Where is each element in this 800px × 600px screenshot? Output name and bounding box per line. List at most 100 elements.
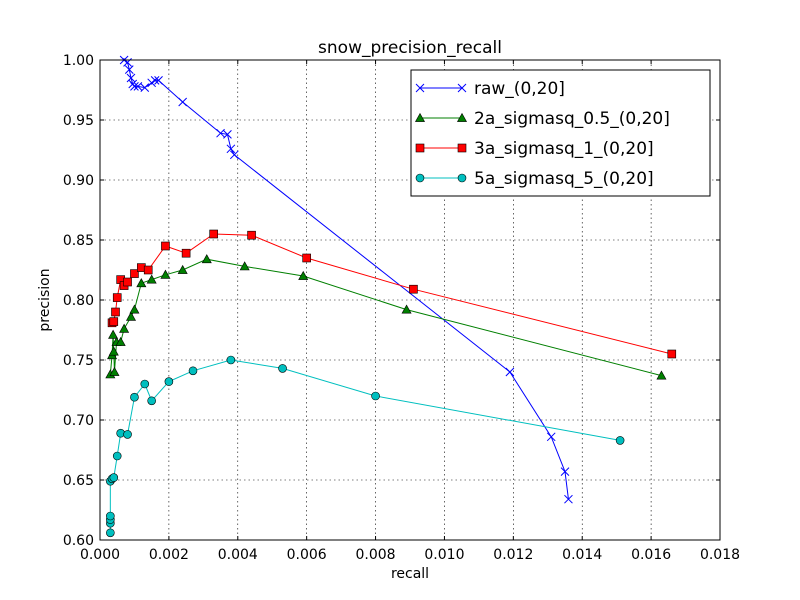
data-point (130, 269, 139, 278)
y-tick-label: 0.85 (63, 233, 94, 249)
x-tick-label: 0.012 (493, 547, 533, 563)
data-point (109, 317, 119, 326)
y-tick-label: 0.90 (63, 173, 94, 189)
legend-label: 2a_sigmasq_0.5_(0,20] (474, 109, 670, 129)
legend-marker (415, 143, 425, 153)
data-point (123, 277, 132, 287)
x-axis-label: recall (391, 566, 429, 582)
data-point (111, 307, 120, 317)
data-point (615, 436, 625, 445)
data-point (112, 293, 122, 302)
data-point (178, 97, 188, 107)
data-point (216, 128, 225, 138)
data-point (164, 377, 174, 386)
ticks (99, 59, 721, 541)
series-line (123, 59, 569, 500)
data-point (129, 304, 140, 314)
legend-marker (457, 143, 467, 153)
data-point (247, 230, 256, 240)
data-point (123, 430, 132, 439)
data-point (130, 82, 139, 91)
data-point (147, 396, 156, 406)
data-point (209, 229, 218, 239)
y-tick-label: 1.00 (63, 53, 94, 69)
legend-marker (415, 173, 425, 183)
legend-entry: 2a_sigmasq_0.5_(0,20] (414, 109, 670, 129)
data-point (112, 451, 122, 461)
data-point (109, 366, 120, 376)
data-point (109, 473, 119, 482)
y-tick-label: 0.95 (63, 113, 94, 129)
data-point (108, 329, 119, 339)
legend-marker (414, 112, 426, 122)
y-tick-label: 0.65 (63, 473, 94, 489)
x-tick-label: 0.002 (149, 547, 189, 563)
data-point (278, 364, 287, 373)
series-4 (106, 355, 625, 538)
y-tick-labels: 0.60 0.65 0.70 0.75 0.80 0.85 0.90 0.95 1.00 (63, 53, 94, 549)
data-point (302, 253, 311, 263)
data-point (124, 65, 134, 74)
data-point (226, 144, 236, 154)
data-point (119, 323, 130, 333)
legend-marker (457, 83, 467, 93)
x-tick-label: 0.004 (218, 547, 258, 563)
data-point (229, 150, 239, 160)
data-point (223, 130, 232, 139)
series-2 (105, 254, 667, 380)
data-point (143, 265, 153, 275)
x-tick-label: 0.016 (631, 547, 671, 563)
data-point (140, 379, 150, 389)
data-point (108, 346, 119, 356)
x-tick-label: 0.000 (80, 547, 120, 563)
data-point (177, 264, 188, 274)
data-point (181, 248, 191, 258)
data-point (125, 311, 137, 321)
data-point (201, 254, 212, 264)
data-point (546, 432, 556, 442)
data-point (656, 370, 667, 380)
legend-entry: 3a_sigmasq_1_(0,20] (415, 139, 654, 159)
data-point (130, 392, 139, 402)
data-point (126, 73, 136, 83)
x-tick-label: 0.014 (562, 547, 602, 563)
data-point (564, 494, 573, 504)
data-point (140, 83, 150, 92)
x-tick-labels: 0.000 0.002 0.004 0.006 0.008 0.010 0.012 0.014… (80, 547, 740, 563)
y-tick-label: 0.75 (63, 353, 94, 369)
x-tick-label: 0.010 (424, 547, 464, 563)
data-point (106, 528, 115, 538)
x-tick-label: 0.006 (287, 547, 327, 563)
data-point (133, 82, 143, 91)
data-point (409, 284, 418, 294)
data-point (161, 241, 170, 251)
data-point (115, 336, 126, 346)
legend-label: 3a_sigmasq_1_(0,20] (474, 139, 654, 159)
y-axis-label: precision (37, 268, 53, 331)
legend-marker (456, 112, 468, 122)
data-point (667, 349, 677, 359)
legend-label: 5a_sigmasq_5_(0,20] (474, 169, 654, 189)
series-layer (105, 55, 677, 538)
data-point (239, 261, 250, 271)
y-tick-label: 0.80 (63, 293, 94, 309)
data-point (560, 467, 570, 476)
data-point (150, 76, 160, 85)
legend-entry: 5a_sigmasq_5_(0,20] (415, 169, 654, 189)
data-point (136, 278, 147, 288)
legend-entry: raw_(0,20] (415, 79, 565, 99)
series-3 (107, 229, 677, 359)
data-point (505, 367, 515, 377)
data-point (154, 76, 163, 85)
data-point (146, 274, 157, 284)
y-tick-label: 0.60 (63, 533, 94, 549)
data-point (188, 366, 198, 376)
data-point (401, 304, 412, 314)
legend-marker (457, 173, 467, 183)
data-point (106, 511, 115, 521)
data-point (298, 270, 309, 280)
y-tick-label: 0.70 (63, 413, 94, 429)
x-tick-label: 0.018 (700, 547, 740, 563)
data-point (226, 355, 236, 365)
